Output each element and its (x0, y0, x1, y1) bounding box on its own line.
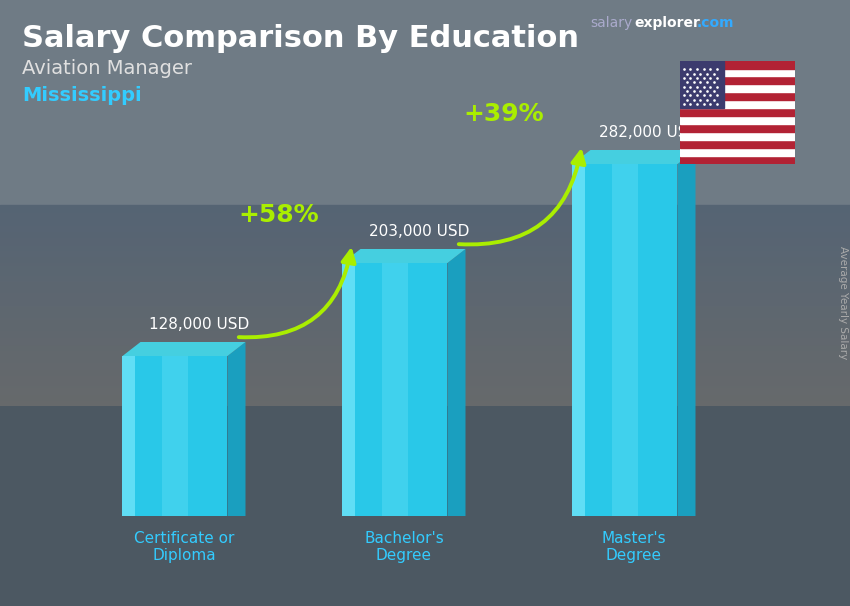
Text: Salary Comparison By Education: Salary Comparison By Education (22, 24, 579, 53)
Text: explorer: explorer (634, 16, 700, 30)
Bar (680, 124, 795, 132)
Bar (680, 92, 795, 100)
Text: Average Yearly Salary: Average Yearly Salary (838, 247, 848, 359)
Polygon shape (122, 356, 228, 516)
Polygon shape (612, 164, 638, 516)
Bar (680, 61, 795, 68)
Polygon shape (228, 342, 246, 516)
Bar (680, 68, 795, 76)
Bar (680, 100, 795, 108)
Text: Aviation Manager: Aviation Manager (22, 59, 192, 78)
Text: +39%: +39% (464, 102, 544, 125)
Polygon shape (343, 249, 466, 263)
Bar (680, 140, 795, 148)
Polygon shape (162, 356, 188, 516)
Text: +58%: +58% (239, 203, 320, 227)
Bar (680, 76, 795, 84)
Polygon shape (0, 406, 850, 606)
Bar (680, 116, 795, 124)
Polygon shape (573, 150, 695, 164)
Polygon shape (0, 0, 850, 406)
Polygon shape (677, 150, 695, 516)
Bar (680, 148, 795, 156)
Polygon shape (122, 342, 246, 356)
Bar (680, 84, 795, 92)
Text: Mississippi: Mississippi (22, 86, 142, 105)
Bar (680, 61, 723, 108)
Text: Certificate or
Diploma: Certificate or Diploma (133, 531, 235, 564)
Bar (680, 132, 795, 140)
Polygon shape (573, 164, 677, 516)
Bar (680, 156, 795, 164)
Text: .com: .com (697, 16, 734, 30)
Polygon shape (122, 356, 135, 516)
Bar (680, 108, 795, 116)
Text: salary: salary (590, 16, 632, 30)
Text: 203,000 USD: 203,000 USD (369, 224, 469, 239)
Polygon shape (343, 263, 447, 516)
Text: Bachelor's
Degree: Bachelor's Degree (364, 531, 444, 564)
Text: 282,000 USD: 282,000 USD (599, 125, 699, 140)
Text: Master's
Degree: Master's Degree (602, 531, 666, 564)
Polygon shape (573, 164, 585, 516)
Polygon shape (343, 263, 355, 516)
Polygon shape (382, 263, 408, 516)
Text: 128,000 USD: 128,000 USD (149, 317, 249, 332)
Polygon shape (447, 249, 466, 516)
